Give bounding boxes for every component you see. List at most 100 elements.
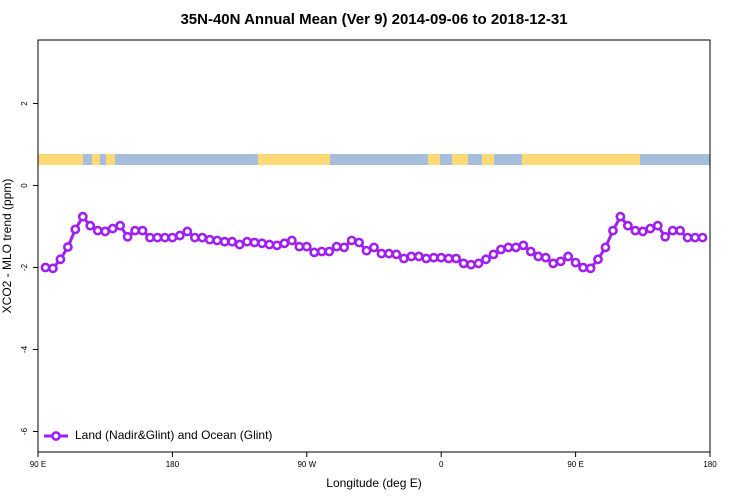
land-strip (482, 154, 494, 165)
point (40, 262, 51, 273)
point (234, 239, 245, 250)
x-tick-label: 180 (703, 460, 717, 469)
point (645, 223, 656, 234)
point (354, 237, 364, 248)
point (137, 225, 148, 236)
point (122, 231, 133, 242)
point (585, 263, 596, 274)
land-strip (428, 154, 440, 165)
point (533, 251, 544, 262)
point (458, 258, 469, 269)
point (294, 241, 305, 252)
point (55, 254, 66, 265)
point (406, 251, 417, 262)
point (503, 242, 514, 253)
legend-label: Land (Nadir&Glint) and Ocean (Glint) (75, 428, 272, 442)
point (227, 236, 238, 247)
point (92, 225, 103, 236)
point (473, 258, 484, 269)
point (189, 232, 200, 243)
point (346, 235, 357, 246)
point (77, 211, 88, 222)
y-tick-label: -4 (20, 345, 29, 353)
point (660, 231, 671, 242)
point (667, 225, 678, 236)
chart-title: 35N-40N Annual Mean (Ver 9) 2014-09-06 t… (180, 11, 567, 28)
point (518, 240, 529, 251)
land-strip (452, 154, 468, 165)
point (174, 230, 185, 241)
point (510, 242, 521, 253)
point (257, 238, 267, 249)
point (316, 246, 327, 257)
point (548, 258, 559, 269)
x-tick-label: 180 (166, 460, 180, 469)
point (555, 256, 566, 267)
land-strip (92, 154, 100, 165)
point (466, 259, 476, 270)
x-tick-label: 0 (439, 460, 444, 469)
point (600, 242, 611, 253)
land-strip (258, 154, 330, 165)
point (413, 251, 424, 262)
point (62, 242, 73, 252)
point (608, 225, 618, 236)
point (563, 251, 574, 262)
plot-frame (37, 39, 711, 453)
point (496, 244, 506, 255)
point (428, 252, 439, 263)
point (145, 232, 155, 243)
point (167, 232, 178, 243)
x-axis-label: Longitude (deg E) (326, 476, 421, 490)
point (361, 245, 372, 256)
point (301, 241, 312, 252)
point (682, 232, 693, 243)
point (384, 248, 394, 259)
point (115, 220, 126, 231)
point (690, 232, 700, 243)
point (630, 225, 641, 236)
point (212, 235, 223, 246)
land-strip (522, 154, 640, 165)
point (286, 235, 297, 246)
y-tick-label: -6 (20, 427, 29, 435)
point (570, 257, 581, 268)
point (540, 252, 551, 263)
point (443, 253, 454, 264)
point (593, 254, 603, 265)
point (637, 226, 648, 237)
point (525, 246, 536, 257)
land-strip (106, 154, 115, 165)
point (488, 249, 499, 260)
x-tick-label: 90 E (30, 460, 46, 469)
x-tick-label: 90 W (297, 460, 316, 469)
point (242, 236, 252, 247)
point (339, 242, 350, 253)
point (48, 263, 58, 274)
point (324, 246, 335, 257)
series-line (45, 214, 703, 270)
point (219, 236, 230, 247)
point (264, 239, 275, 250)
point (481, 254, 491, 265)
point (85, 220, 96, 231)
y-axis-label: XCO2 - MLO trend (ppm) (0, 179, 14, 314)
point (697, 232, 708, 243)
point (107, 223, 118, 234)
y-tick-label: -2 (20, 263, 29, 271)
point (204, 234, 215, 245)
point (615, 211, 626, 222)
point (331, 241, 342, 252)
point (578, 262, 588, 273)
point (436, 252, 447, 263)
y-tick-label: 0 (20, 183, 29, 188)
x-tick-label: 90 E (567, 460, 583, 469)
point (376, 248, 387, 259)
point (182, 226, 193, 237)
ocean-strip (38, 154, 710, 165)
point (152, 232, 163, 243)
point (398, 253, 409, 264)
point (369, 242, 379, 253)
legend-marker (51, 431, 61, 441)
point (272, 240, 282, 251)
